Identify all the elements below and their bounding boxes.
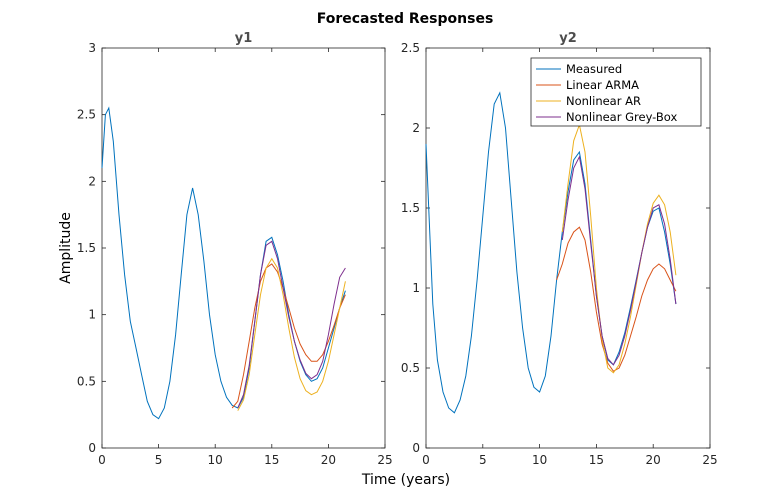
x-tick-label: 5	[155, 453, 163, 467]
x-tick-label: 25	[377, 453, 392, 467]
y-tick-label: 0.5	[77, 374, 96, 388]
x-tick-label: 20	[321, 453, 336, 467]
legend: Measured Linear ARMA Nonlinear AR Nonlinear…	[530, 57, 702, 127]
legend-label: Measured	[566, 62, 622, 76]
y-tick-label: 0	[88, 441, 96, 455]
y-tick-label: 0.5	[401, 361, 420, 375]
series-nonlinear-ar-y2	[561, 122, 677, 374]
x-tick-label: 5	[479, 453, 487, 467]
y-tick-label: 2	[88, 174, 96, 188]
x-tick-label: 10	[532, 453, 547, 467]
series-nonlinear-ar-y1	[237, 257, 346, 411]
y-tick-label: 2.5	[401, 41, 420, 55]
x-axis-label: Time (years)	[361, 472, 450, 488]
y-tick-label: 1.5	[401, 201, 420, 215]
x-tick-label: 10	[208, 453, 223, 467]
series-nonlinear-grey-box-y1	[237, 240, 346, 409]
x-tick-label: 15	[589, 453, 604, 467]
y-tick-label: 1	[412, 281, 420, 295]
plot-area-y1	[101, 47, 386, 449]
y-tick-label: 1	[88, 308, 96, 322]
y-tick-label: 0	[412, 441, 420, 455]
panel-y1: y1 0 5 10 15 20 25 0 0.5 1 1.5 2 2.5 3	[77, 31, 393, 467]
panel-title-y2: y2	[559, 31, 577, 46]
x-tick-label: 20	[646, 453, 661, 467]
legend-label: Nonlinear AR	[566, 94, 641, 108]
x-tick-label: 0	[98, 453, 106, 467]
y-tick-label: 3	[88, 41, 96, 55]
y-tick-label: 2	[412, 121, 420, 135]
x-tick-label: 0	[422, 453, 430, 467]
y-tick-label: 2.5	[77, 108, 96, 122]
chart-title: Forecasted Responses	[317, 11, 494, 27]
legend-label: Nonlinear Grey-Box	[566, 110, 677, 124]
x-tick-label: 25	[702, 453, 717, 467]
panel-title-y1: y1	[235, 31, 253, 46]
legend-label: Linear ARMA	[566, 78, 639, 92]
series-measured-y1	[101, 106, 346, 420]
y-axis-label: Amplitude	[58, 212, 74, 284]
y-tick-label: 1.5	[77, 241, 96, 255]
x-tick-label: 15	[264, 453, 279, 467]
series-nonlinear-grey-box-y2	[561, 155, 677, 366]
